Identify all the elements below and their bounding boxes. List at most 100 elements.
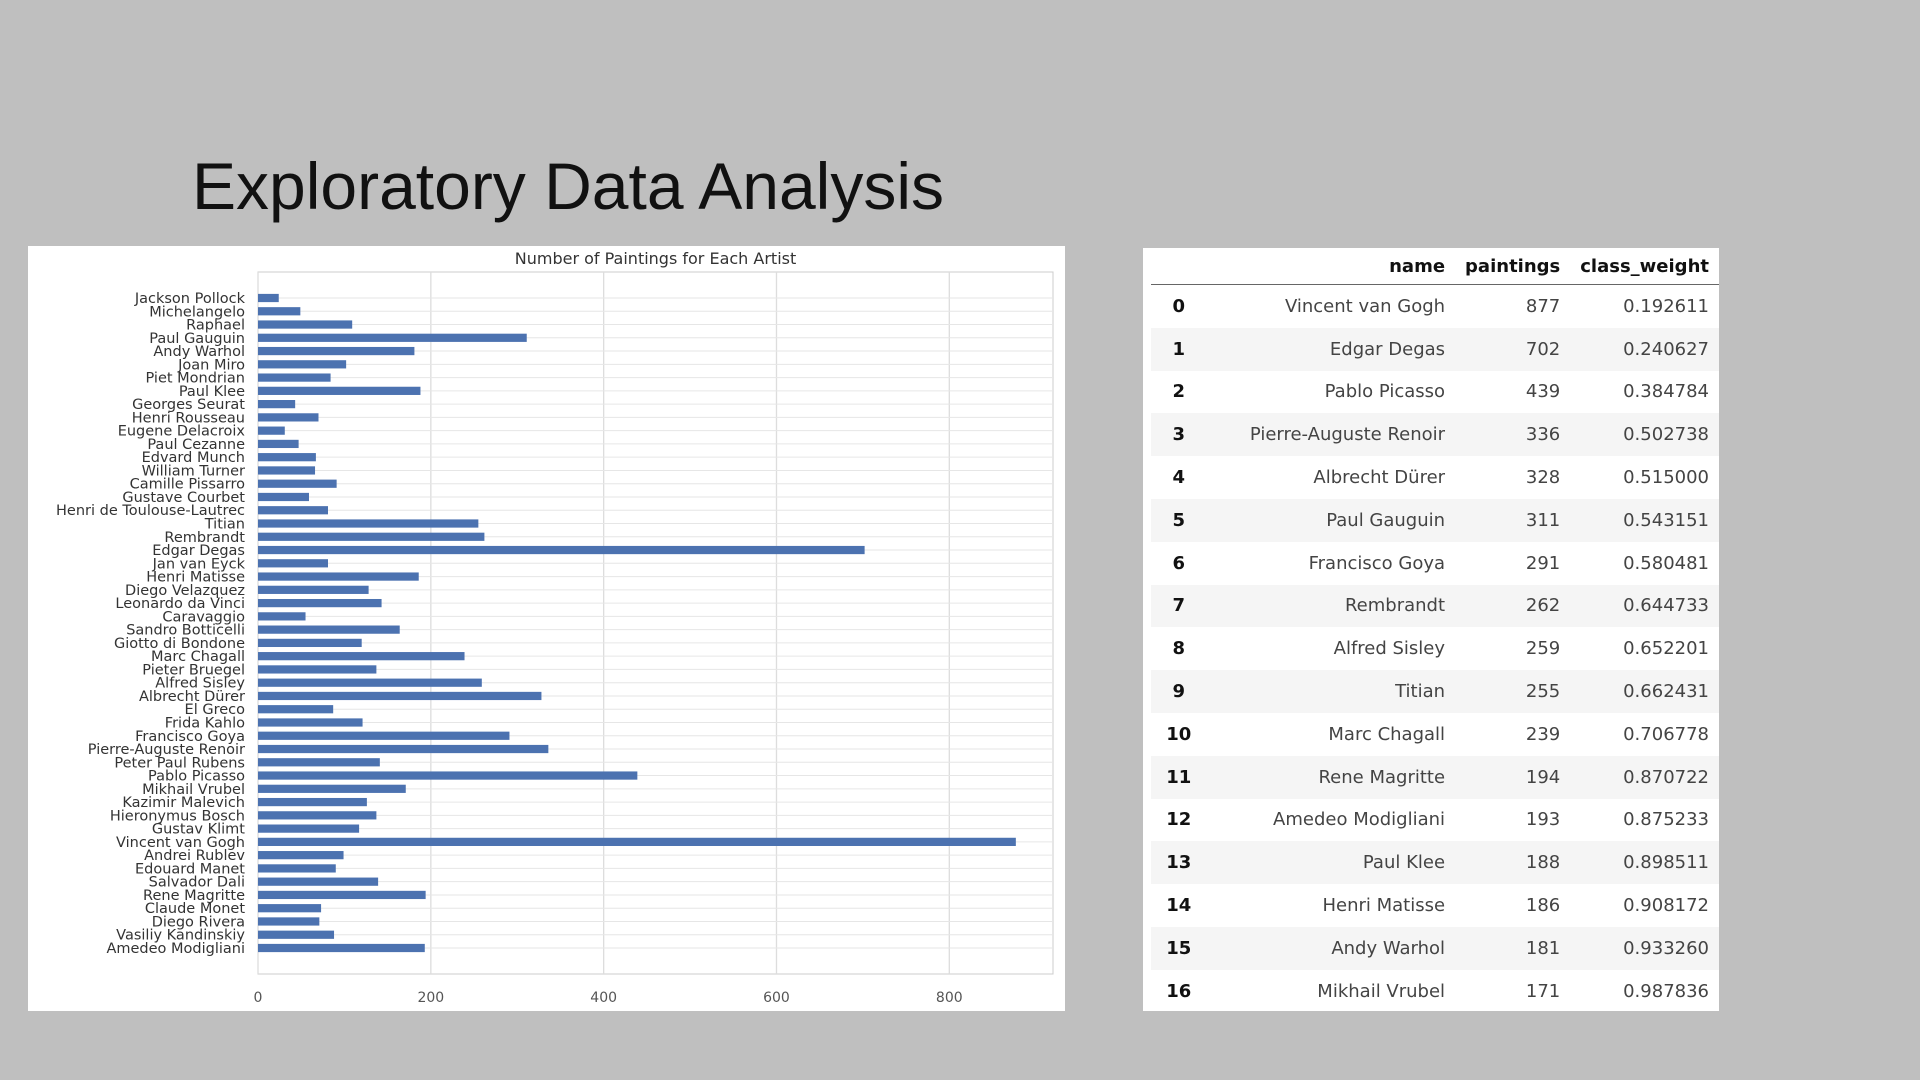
bar	[258, 797, 367, 807]
y-tick-label: Henri Matisse	[146, 570, 245, 586]
row-name: Titian	[1206, 670, 1456, 713]
row-class-weight: 0.875233	[1570, 798, 1719, 842]
bar	[258, 479, 337, 488]
bar	[258, 851, 344, 860]
y-tick-label: Joan Miro	[177, 357, 245, 373]
row-index: 3	[1151, 413, 1207, 457]
table-row: 5 Paul Gauguin 311 0.543151	[1151, 498, 1719, 542]
table-row: 8 Alfred Sisley 259 0.652201	[1151, 627, 1719, 671]
bar	[258, 943, 425, 953]
bar	[258, 532, 485, 541]
row-paintings: 188	[1455, 841, 1571, 885]
row-index: 16	[1151, 969, 1207, 1011]
row-paintings: 171	[1455, 969, 1571, 1011]
bar	[258, 665, 377, 674]
bar	[258, 917, 320, 926]
y-tick-label: Diego Rivera	[152, 914, 245, 930]
bar	[258, 439, 299, 449]
y-tick-label: Michelangelo	[149, 304, 245, 320]
bar	[258, 678, 482, 687]
bar	[258, 400, 296, 409]
bar	[258, 904, 322, 913]
bar	[258, 307, 301, 316]
row-class-weight: 0.240627	[1570, 327, 1719, 371]
table-header-row: name paintings class_weight	[1151, 248, 1719, 285]
row-paintings: 877	[1455, 284, 1571, 328]
y-tick-label: Hieronymus Bosch	[110, 808, 245, 824]
row-class-weight: 0.870722	[1570, 755, 1719, 799]
bar	[258, 864, 336, 873]
row-name: Paul Gauguin	[1206, 498, 1456, 542]
y-tick-label: Titian	[204, 517, 245, 533]
y-tick-label: Paul Klee	[179, 384, 245, 400]
row-name: Edgar Degas	[1206, 327, 1456, 371]
row-paintings: 255	[1455, 670, 1571, 713]
row-class-weight: 0.580481	[1570, 541, 1719, 585]
table-row: 11 Rene Magritte 194 0.870722	[1151, 755, 1719, 799]
y-tick-label: Henri de Toulouse-Lautrec	[56, 503, 245, 519]
row-paintings: 439	[1455, 370, 1571, 414]
y-tick-label: Kazimir Malevich	[122, 795, 245, 811]
row-name: Amedeo Modigliani	[1206, 798, 1456, 842]
y-tick-label: Georges Seurat	[132, 397, 245, 413]
bar	[258, 877, 379, 886]
y-tick-label: Andy Warhol	[153, 344, 245, 360]
row-index: 12	[1151, 798, 1207, 842]
bar	[258, 453, 316, 462]
table-row: 6 Francisco Goya 291 0.580481	[1151, 541, 1719, 585]
bar	[258, 691, 542, 701]
row-class-weight: 0.502738	[1570, 413, 1719, 457]
row-class-weight: 0.933260	[1570, 926, 1719, 970]
bar	[258, 758, 380, 767]
bar	[258, 824, 360, 833]
y-tick-label: Raphael	[186, 318, 245, 334]
bar	[258, 890, 426, 900]
y-tick-label: Edgar Degas	[152, 543, 245, 559]
y-tick-label: Pierre-Auguste Renoir	[88, 742, 245, 758]
bar	[258, 320, 353, 329]
table-row: 2 Pablo Picasso 439 0.384784	[1151, 370, 1719, 414]
y-tick-label: Edvard Munch	[142, 450, 245, 466]
y-tick-label: Mikhail Vrubel	[142, 782, 245, 798]
y-tick-label: Francisco Goya	[135, 729, 245, 745]
y-tick-label: Vasiliy Kandinskiy	[116, 928, 245, 944]
row-name: Rembrandt	[1206, 584, 1456, 628]
row-name: Mikhail Vrubel	[1206, 969, 1456, 1011]
y-tick-label: Pablo Picasso	[148, 769, 245, 785]
row-paintings: 702	[1455, 327, 1571, 371]
y-tick-label: Jan van Eyck	[152, 556, 246, 572]
x-tick-label: 200	[417, 990, 444, 1006]
table-row: 3 Pierre-Auguste Renoir 336 0.502738	[1151, 413, 1719, 457]
table-row: 10 Marc Chagall 239 0.706778	[1151, 712, 1719, 756]
row-index: 7	[1151, 584, 1207, 628]
row-name: Paul Klee	[1206, 841, 1456, 885]
table-header-class-weight: class_weight	[1570, 248, 1719, 285]
y-tick-label: Andrei Rublev	[144, 848, 245, 864]
bar	[258, 519, 479, 528]
row-paintings: 259	[1455, 627, 1571, 671]
bar	[258, 837, 1016, 846]
row-paintings: 311	[1455, 498, 1571, 542]
row-paintings: 328	[1455, 456, 1571, 499]
row-class-weight: 0.662431	[1570, 670, 1719, 713]
bar	[258, 718, 363, 727]
y-tick-label: Edouard Manet	[135, 861, 245, 877]
y-tick-label: Leonardo da Vinci	[115, 596, 245, 612]
bar	[258, 612, 306, 621]
row-class-weight: 0.192611	[1570, 284, 1719, 328]
bar	[258, 506, 328, 515]
table-row: 9 Titian 255 0.662431	[1151, 670, 1719, 713]
row-index: 2	[1151, 370, 1207, 414]
row-index: 8	[1151, 627, 1207, 671]
bar	[258, 598, 382, 608]
bar	[258, 784, 406, 793]
bar	[258, 652, 465, 661]
x-tick-label: 600	[763, 990, 790, 1006]
bar	[258, 811, 377, 820]
y-tick-label: Paul Gauguin	[149, 331, 245, 347]
bar	[258, 771, 638, 780]
y-tick-label: El Greco	[185, 702, 246, 718]
table-row: 4 Albrecht Dürer 328 0.515000	[1151, 456, 1719, 499]
y-tick-label: Alfred Sisley	[155, 676, 245, 692]
row-paintings: 181	[1455, 926, 1571, 970]
